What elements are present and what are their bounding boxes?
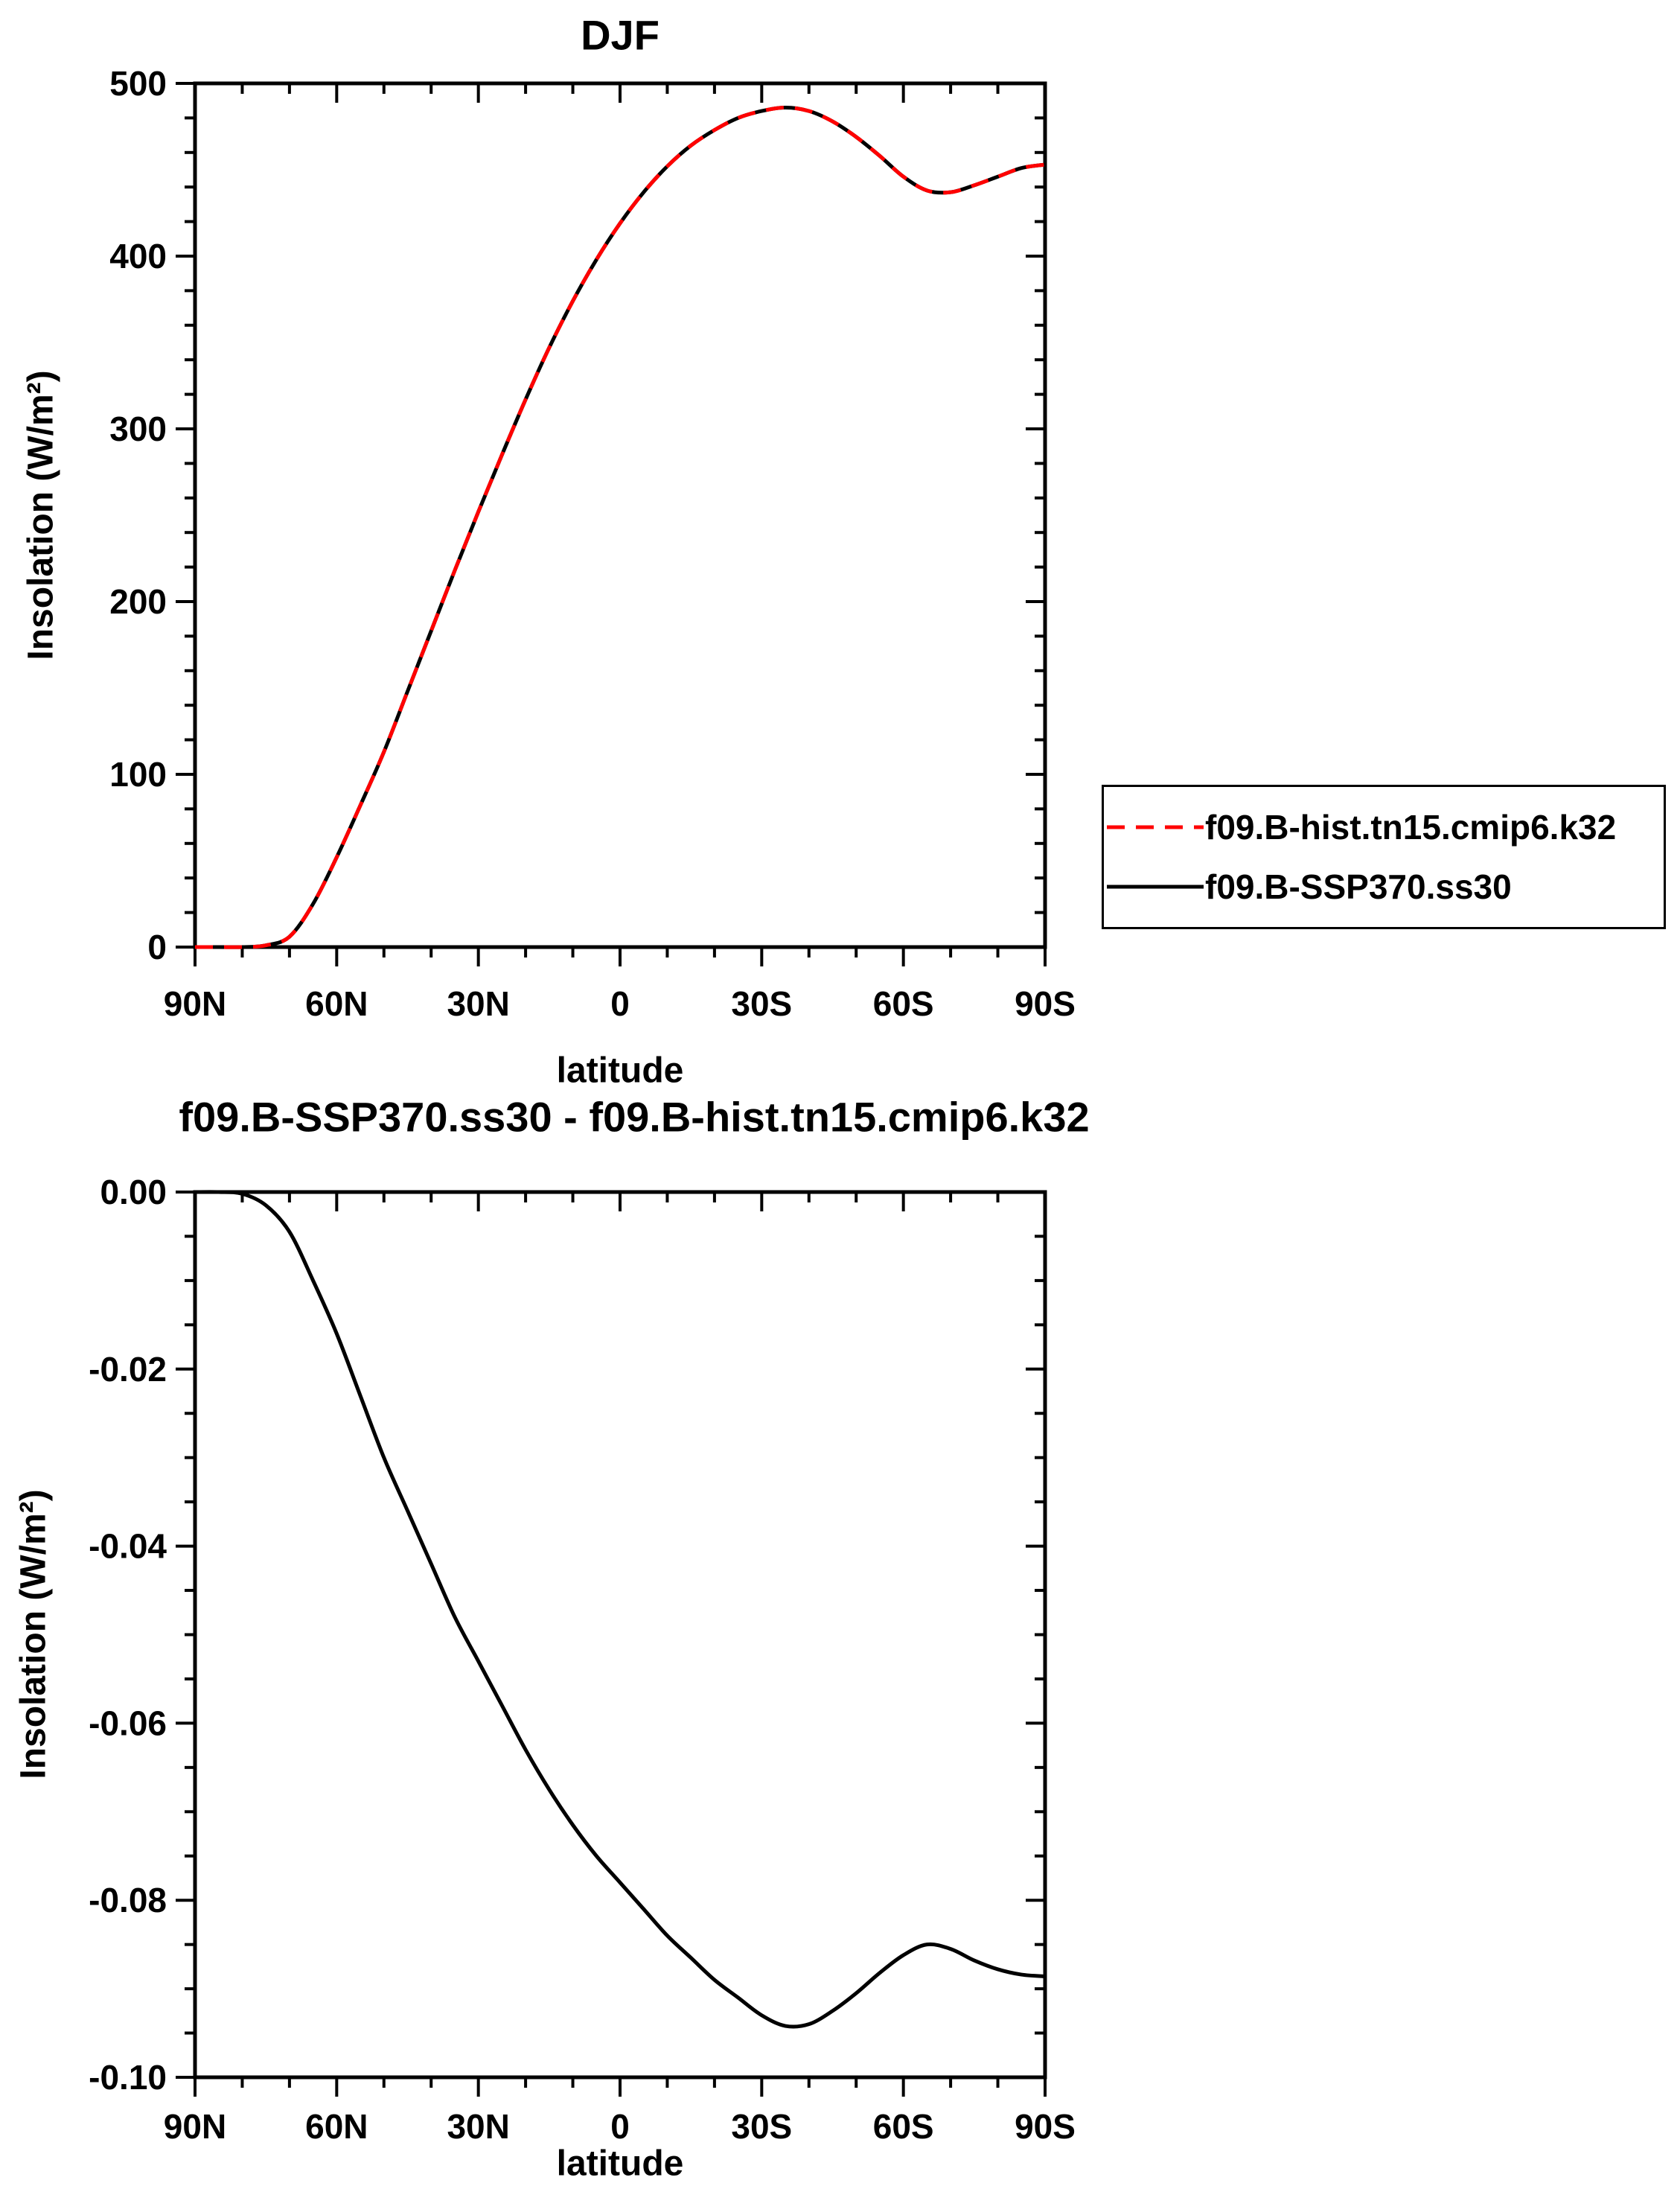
bottom-chart: 90N 60N 30N 0 30S 60S 90S 0.00 -0.02 -0.04 -0.06 -0…	[89, 1173, 1076, 2146]
bottom-chart-ticks	[176, 1191, 1047, 2097]
svg-text:0.00: 0.00	[100, 1173, 167, 1211]
top-chart-title: DJF	[581, 11, 659, 59]
svg-text:60S: 60S	[873, 984, 934, 1023]
svg-text:100: 100	[109, 755, 167, 794]
top-chart-ticks	[176, 82, 1047, 966]
top-chart-frame	[193, 81, 1047, 949]
svg-text:-0.02: -0.02	[89, 1350, 167, 1389]
series-line-f09-b-hist-tn15-cmip6-k32	[195, 105, 1046, 949]
svg-text:90S: 90S	[1015, 984, 1076, 1023]
svg-text:-0.04: -0.04	[89, 1527, 167, 1566]
svg-text:500: 500	[109, 64, 167, 103]
bottom-chart-title: f09.B-SSP370.ss30 - f09.B-hist.tn15.cmip…	[179, 1093, 1090, 1141]
svg-text:200: 200	[109, 582, 167, 621]
legend-item-hist: f09.B-hist.tn15.cmip6.k32	[1107, 807, 1664, 847]
legend: f09.B-hist.tn15.cmip6.k32 f09.B-SSP370.s…	[1102, 785, 1666, 929]
svg-text:300: 300	[109, 410, 167, 448]
svg-text:90N: 90N	[164, 984, 226, 1023]
legend-label-hist: f09.B-hist.tn15.cmip6.k32	[1205, 807, 1617, 847]
top-chart: 90N 60N 30N 0 30S 60S 90S 0 100 200 300 400 500	[109, 64, 1076, 1023]
svg-text:0: 0	[610, 2107, 630, 2146]
svg-text:90S: 90S	[1015, 2107, 1076, 2146]
legend-label-ssp: f09.B-SSP370.ss30	[1205, 867, 1512, 907]
bottom-chart-tick-labels: 90N 60N 30N 0 30S 60S 90S 0.00 -0.02 -0.04 -0.06 -0…	[89, 1173, 1076, 2146]
bottom-chart-yaxis-label: Insolation (W/m²)	[13, 1489, 54, 1779]
svg-text:60N: 60N	[305, 2107, 368, 2146]
bottom-chart-xaxis-label: latitude	[556, 2144, 684, 2184]
svg-text:-0.10: -0.10	[89, 2058, 167, 2097]
series-line-f09-b-ssp370-ss30-f09-b-hist-tn15-cmip6-k32	[194, 1190, 1046, 2029]
svg-text:-0.08: -0.08	[89, 1881, 167, 1919]
svg-text:30S: 30S	[731, 984, 792, 1023]
svg-text:30N: 30N	[447, 2107, 509, 2146]
legend-item-ssp: f09.B-SSP370.ss30	[1107, 867, 1664, 907]
bottom-chart-frame	[193, 1190, 1047, 2080]
top-chart-xaxis-label: latitude	[556, 1051, 684, 1091]
black-solid-line-icon	[1107, 885, 1204, 889]
svg-text:30N: 30N	[447, 984, 509, 1023]
svg-text:-0.06: -0.06	[89, 1704, 167, 1742]
svg-text:0: 0	[610, 984, 630, 1023]
series-line-f09-b-ssp370-ss30	[195, 105, 1046, 949]
svg-text:90N: 90N	[164, 2107, 226, 2146]
svg-text:60N: 60N	[305, 984, 368, 1023]
red-dashed-line-icon	[1107, 825, 1204, 829]
svg-text:60S: 60S	[873, 2107, 934, 2146]
top-chart-tick-labels: 90N 60N 30N 0 30S 60S 90S 0 100 200 300 400 500	[109, 64, 1076, 1023]
top-chart-yaxis-label: Insolation (W/m²)	[21, 370, 61, 660]
svg-text:400: 400	[109, 237, 167, 275]
svg-text:0: 0	[147, 928, 167, 966]
svg-text:30S: 30S	[731, 2107, 792, 2146]
